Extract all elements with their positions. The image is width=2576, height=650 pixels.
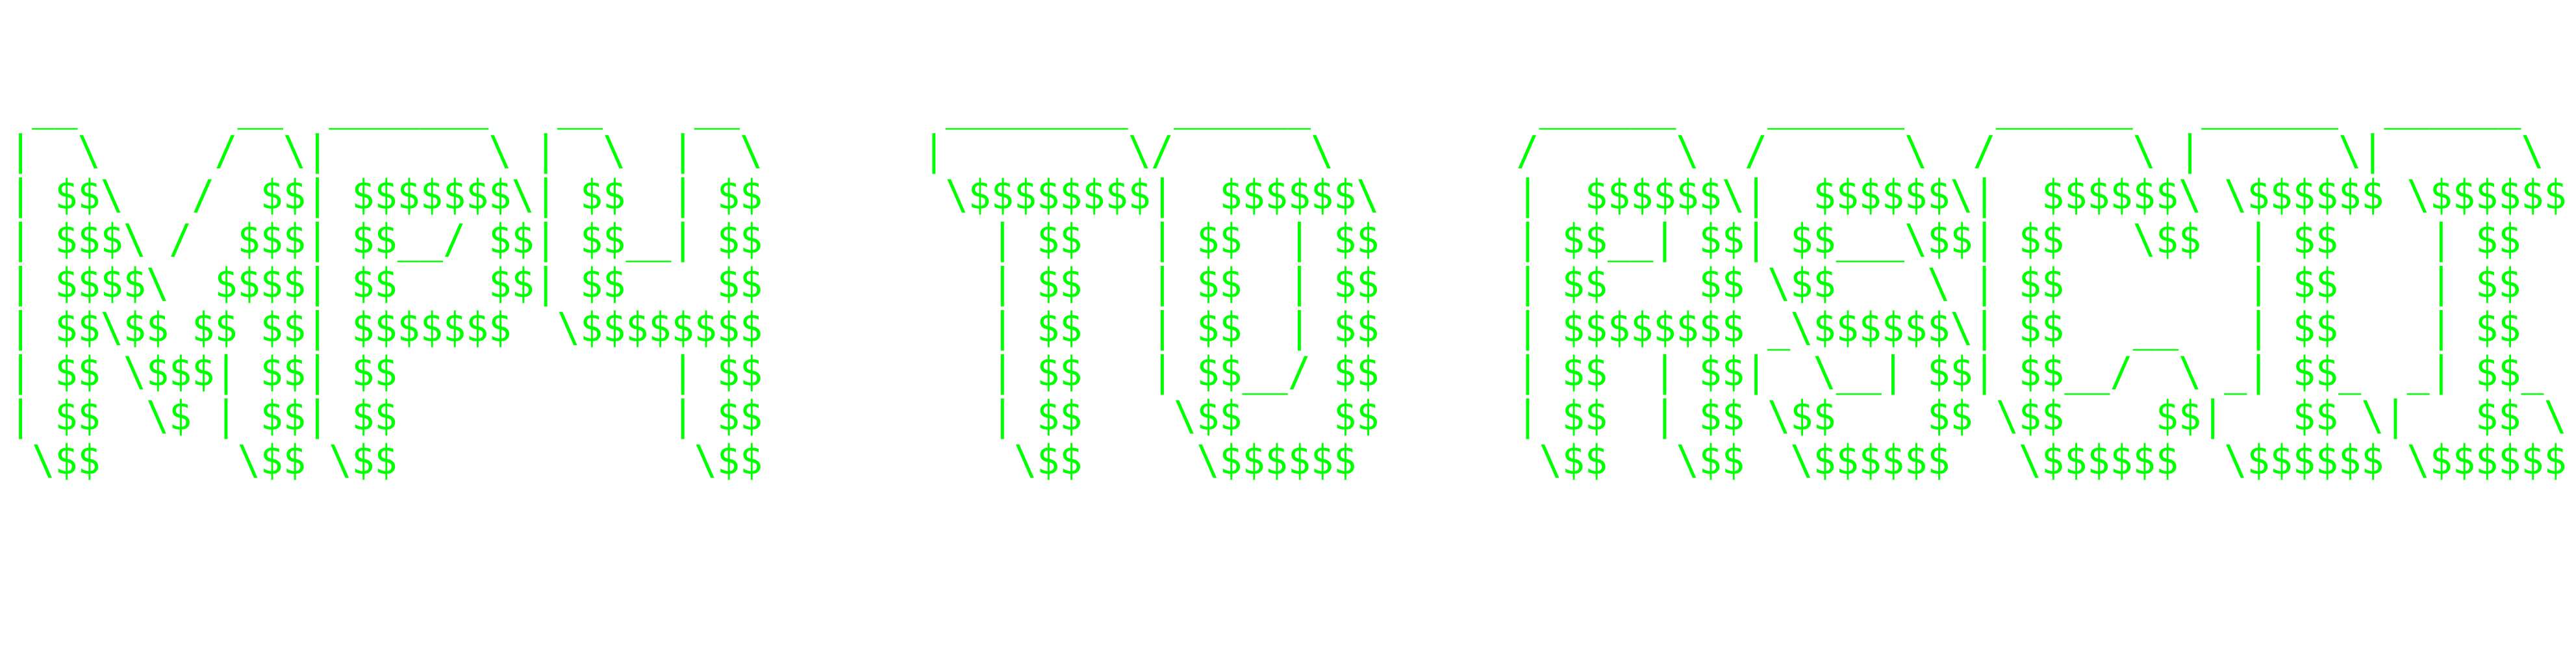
ascii-art-title: __ __ _______ __ __ ________ ______ ____… bbox=[9, 83, 2567, 484]
